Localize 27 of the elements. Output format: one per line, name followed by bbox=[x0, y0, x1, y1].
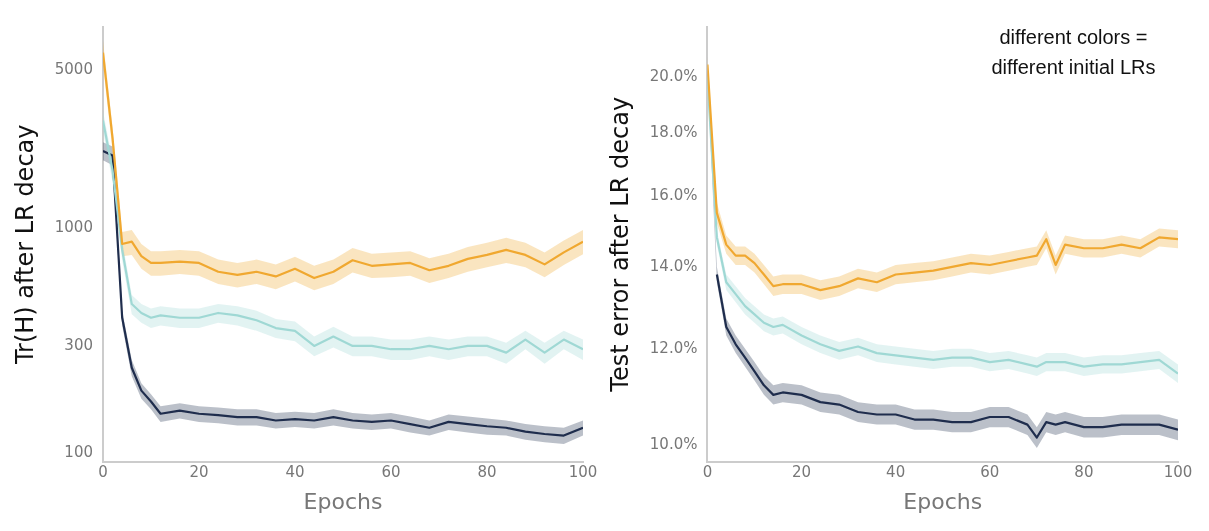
y-tick-label: 20.0% bbox=[649, 67, 698, 86]
x-tick-label: 0 bbox=[98, 463, 108, 482]
x-axis-title: Epochs bbox=[903, 488, 983, 514]
x-tick-label: 0 bbox=[702, 463, 713, 482]
x-tick-label: 100 bbox=[568, 463, 598, 482]
y-tick-label: 100 bbox=[64, 443, 93, 462]
x-tick-label: 80 bbox=[1074, 463, 1094, 482]
y-tick-label: 16.0% bbox=[649, 185, 698, 204]
y-tick-label: 12.0% bbox=[649, 338, 698, 357]
x-tick-label: 100 bbox=[1163, 463, 1193, 482]
y-tick-label: 300 bbox=[64, 335, 93, 354]
x-tick-label: 40 bbox=[285, 463, 305, 482]
x-tick-label: 20 bbox=[792, 463, 812, 482]
x-tick-label: 80 bbox=[477, 463, 497, 482]
x-tick-label: 20 bbox=[189, 463, 209, 482]
x-tick-label: 40 bbox=[886, 463, 906, 482]
x-axis-title: Epochs bbox=[303, 488, 383, 514]
y-axis-title: Tr(H) after LR decay bbox=[10, 124, 39, 366]
annotation: different colors = different initial LRs bbox=[990, 25, 1157, 80]
y-tick-label: 18.0% bbox=[649, 123, 698, 142]
y-tick-label: 5000 bbox=[54, 60, 93, 79]
x-tick-label: 60 bbox=[980, 463, 1000, 482]
x-tick-label: 60 bbox=[381, 463, 401, 482]
y-tick-label: 10.0% bbox=[649, 435, 698, 454]
y-tick-label: 1000 bbox=[54, 217, 93, 236]
y-axis-title: Test error after LR decay bbox=[605, 96, 634, 393]
y-tick-label: 14.0% bbox=[649, 256, 698, 275]
